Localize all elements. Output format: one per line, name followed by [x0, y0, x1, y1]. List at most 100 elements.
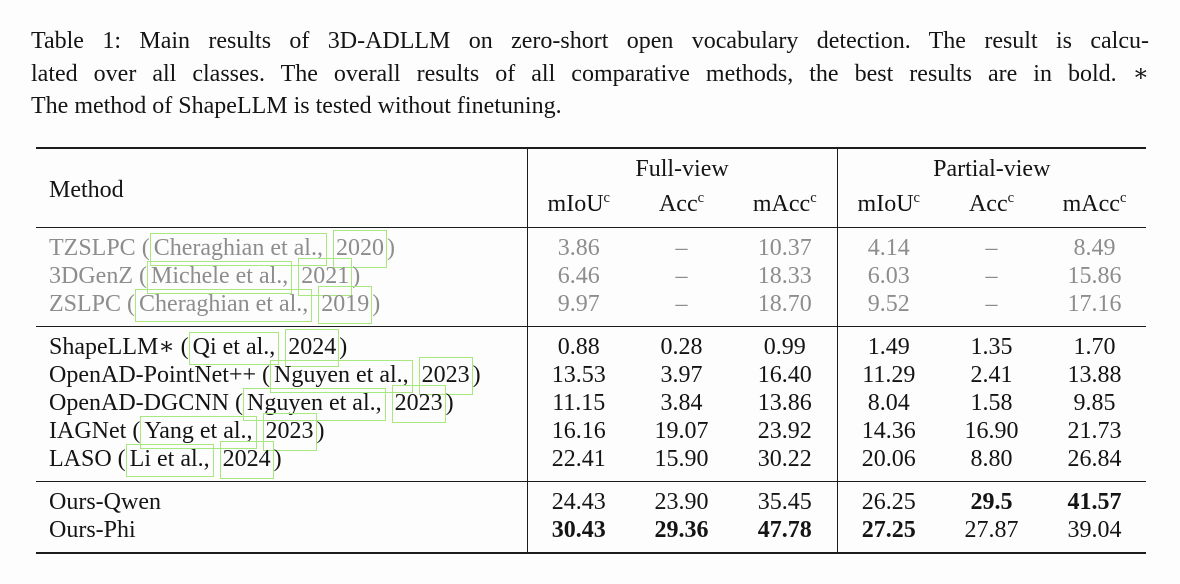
method-cell: LASO (Li et al., 2024)	[36, 441, 527, 482]
method-cell: IAGNet (Yang et al., 2023)	[36, 413, 527, 451]
superscript-c: c	[913, 189, 920, 206]
method-name: LASO	[49, 446, 112, 472]
caption-line: Table 1: Main results of 3D-ADLLM on zer…	[31, 28, 1149, 54]
metric-value: 15.90	[654, 446, 709, 472]
citation-year-link-box[interactable]: 2024	[219, 441, 274, 479]
table-row: OpenAD-PointNet++ (Nguyen et al., 2023) 1…	[36, 357, 1146, 395]
metric-value: 3.97	[660, 362, 703, 388]
citation-author-link-box[interactable]: Yang et al.,	[140, 416, 257, 449]
metric-value: 0.28	[660, 334, 703, 360]
metric-value: 8.04	[836, 389, 941, 417]
method-cell: Ours-Phi	[36, 516, 527, 553]
method-name: IAGNet	[49, 418, 127, 444]
citation-author-link-box[interactable]: Cheraghian et al.,	[149, 233, 327, 266]
method-name: Ours-Phi	[49, 517, 136, 543]
superscript-c: c	[1007, 189, 1015, 206]
metric-value: 17.16	[1067, 291, 1122, 317]
citation-year-link-box[interactable]: 2023	[391, 385, 446, 423]
citation-author-link-box[interactable]: Cheraghian et al.,	[135, 289, 313, 322]
citation-author-link-box[interactable]: Li et al.,	[125, 444, 214, 477]
metric-value: 23.92	[757, 418, 812, 444]
table-row: OpenAD-DGCNN (Nguyen et al., 2023) 11.15 3…	[36, 385, 1146, 423]
method-name: ZSLPC	[49, 291, 122, 317]
group-header-full-view: Full-view	[526, 148, 838, 186]
metric-value: 27.87	[964, 517, 1019, 543]
metric-value: 10.37	[757, 235, 812, 261]
citation-year-link-box[interactable]: 2019	[318, 286, 373, 324]
metric-value: 1.58	[970, 390, 1013, 416]
metric-value: 6.03	[836, 262, 941, 290]
table-row: ZSLPC (Cheraghian et al., 2019) 9.97 – 18.7…	[36, 286, 1146, 327]
method-column-header: Method	[49, 176, 124, 203]
metric-value: 26.25	[836, 481, 941, 516]
metric-value: 1.35	[970, 334, 1013, 360]
metric-value: 0.99	[763, 334, 806, 360]
method-name: 3DGenZ	[49, 263, 133, 289]
citation-author-link-box[interactable]: Nguyen et al.,	[270, 360, 413, 393]
metric-value: 3.84	[660, 390, 703, 416]
citation-year-link-box[interactable]: 2024	[285, 329, 340, 367]
method-name: OpenAD-DGCNN	[49, 390, 229, 416]
table-row: Ours-Qwen 24.43 23.90 35.45 26.25 29.5 41.57	[36, 481, 1146, 516]
metric-value: 18.70	[757, 291, 812, 317]
citation-author-link-box[interactable]: Michele et al.,	[146, 261, 293, 294]
metric-value: 0.88	[526, 326, 630, 361]
metric-value: 16.16	[526, 417, 630, 445]
citation-year-link-box[interactable]: 2023	[262, 413, 317, 451]
method-name: OpenAD-PointNet++	[49, 362, 257, 388]
metric-header-acc-full: Accc	[658, 189, 705, 217]
metric-value: –	[985, 291, 998, 317]
metric-value: 39.04	[1067, 517, 1122, 543]
metric-header-miou-partial: mIoUc	[836, 186, 941, 228]
metric-value: 29.36	[654, 517, 709, 543]
metric-value: 21.73	[1067, 418, 1122, 444]
caption-line: lated over all classes. The overall resu…	[31, 60, 1149, 87]
method-name: Ours-Qwen	[49, 489, 161, 515]
metric-header-macc-full: mAccc	[752, 189, 817, 217]
metric-value: –	[985, 235, 998, 261]
metric-header-miou-full: mIoUc	[526, 186, 630, 228]
citation-year-link-box[interactable]: 2020	[332, 230, 387, 268]
method-cell: TZSLPC (Cheraghian et al., 2020)	[36, 228, 527, 268]
table-row: 3DGenZ (Michele et al., 2021) 6.46 – 18.33 6…	[36, 258, 1146, 296]
citation-author-link-box[interactable]: Qi et al.,	[188, 332, 280, 365]
table-row: Ours-Phi 30.43 29.36 47.78 27.25 27.87 39.04	[36, 516, 1146, 553]
metric-value: –	[675, 291, 688, 317]
table-group-3: Ours-Qwen 24.43 23.90 35.45 26.25 29.5 41.57 Ou…	[36, 481, 1147, 553]
metric-value: 11.29	[836, 361, 941, 389]
metric-value: 41.57	[1067, 489, 1122, 515]
metric-value: 26.84	[1067, 446, 1122, 472]
metric-value: –	[985, 263, 998, 289]
method-name: ShapeLLM∗	[49, 334, 175, 360]
citation-year-link-box[interactable]: 2023	[418, 357, 473, 395]
method-name: TZSLPC	[49, 235, 136, 261]
metric-value: 20.06	[836, 445, 941, 482]
table-row: TZSLPC (Cheraghian et al., 2020) 3.86 – 10.…	[36, 227, 1146, 268]
metric-value: 15.86	[1067, 263, 1122, 289]
metric-value: –	[675, 263, 688, 289]
metric-value: 22.41	[526, 445, 630, 482]
table-group-2: ShapeLLM∗ (Qi et al., 2024) 0.88 0.28 0.99 1…	[36, 326, 1147, 482]
superscript-c: c	[697, 189, 705, 206]
method-cell: 3DGenZ (Michele et al., 2021)	[36, 258, 527, 296]
metric-value: 16.90	[964, 418, 1019, 444]
superscript-c: c	[1119, 189, 1127, 206]
metric-value: 13.53	[526, 361, 630, 389]
metric-header-macc-partial: mAccc	[1062, 189, 1127, 217]
citation-year-link-box[interactable]: 2021	[298, 258, 353, 296]
metric-value: –	[675, 235, 688, 261]
superscript-c: c	[810, 189, 817, 206]
citation-author-link-box[interactable]: Nguyen et al.,	[242, 388, 386, 421]
table-row: IAGNet (Yang et al., 2023) 16.16 19.07 23.9…	[36, 413, 1146, 451]
metric-value: 47.78	[757, 517, 812, 543]
metric-value: 9.85	[1073, 390, 1116, 416]
metric-value: 14.36	[836, 417, 941, 445]
method-cell: OpenAD-DGCNN (Nguyen et al., 2023)	[36, 385, 527, 423]
method-cell: OpenAD-PointNet++ (Nguyen et al., 2023)	[36, 357, 527, 395]
method-cell: ZSLPC (Cheraghian et al., 2019)	[36, 286, 527, 327]
results-table-wrapper: Method Full-view Partial-view mIoUc Accc…	[36, 147, 1147, 554]
metric-value: 8.80	[970, 446, 1013, 472]
metric-value: 13.86	[757, 390, 812, 416]
metric-value: 9.52	[836, 290, 941, 327]
